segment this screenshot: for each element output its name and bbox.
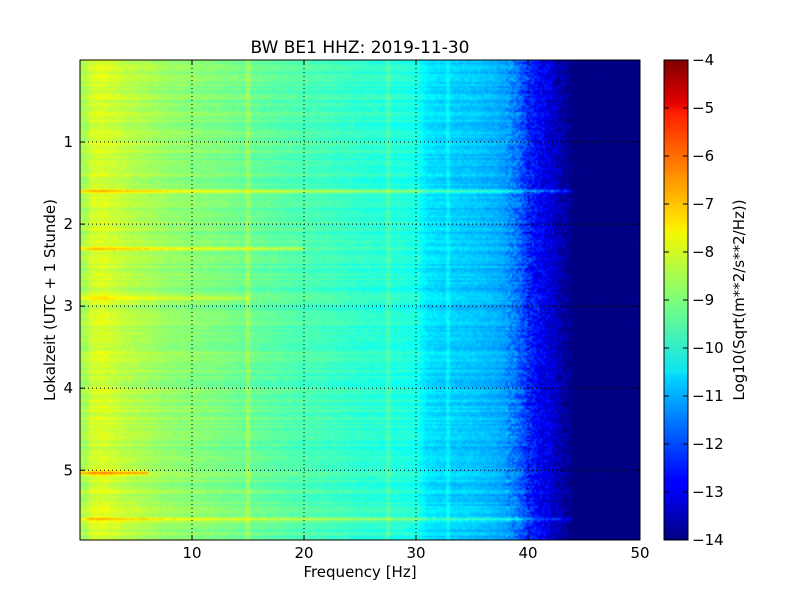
x-tick-label: 50 <box>630 544 649 562</box>
colorbar-tick-label: −13 <box>692 483 724 501</box>
x-tick-label: 10 <box>182 544 201 562</box>
chart-title: BW BE1 HHZ: 2019-11-30 <box>250 38 469 58</box>
colorbar-tick-label: −14 <box>692 531 724 549</box>
x-axis-ticks: 10 20 30 40 50 <box>182 60 650 562</box>
grid-lines <box>80 60 640 540</box>
plot-frame <box>79 59 641 541</box>
colorbar-tick-label: −11 <box>692 387 724 405</box>
y-tick-label: 1 <box>63 133 73 151</box>
y-tick-label: 4 <box>63 379 73 397</box>
x-tick-label: 30 <box>406 544 425 562</box>
colorbar-tick-label: −5 <box>692 99 714 117</box>
y-tick-label: 3 <box>63 297 73 315</box>
x-axis-label: Frequency [Hz] <box>303 563 416 581</box>
colorbar-tick-label: −6 <box>692 147 714 165</box>
colorbar-tick-label: −4 <box>692 51 714 69</box>
colorbar-ticks: −4 −5 −6 −7 −8 −9 −10 −11 −12 −13 −14 <box>664 51 724 549</box>
colorbar-label: Log10(Sqrt(m**2/s**2/Hz)) <box>730 199 748 400</box>
plot-area: 10 20 30 40 50 1 2 3 4 5 <box>63 59 650 562</box>
colorbar-tick-label: −8 <box>692 243 714 261</box>
colorbar-tick-label: −12 <box>692 435 724 453</box>
colorbar-tick-label: −9 <box>692 291 714 309</box>
y-axis-ticks: 1 2 3 4 5 <box>63 133 640 479</box>
y-axis-label: Lokalzeit (UTC + 1 Stunde) <box>41 199 59 401</box>
colorbar: −4 −5 −6 −7 −8 −9 −10 −11 −12 −13 −14 Log10(Sqrt(m… <box>663 51 748 549</box>
x-tick-label: 20 <box>294 544 313 562</box>
colorbar-tick-label: −7 <box>692 195 714 213</box>
colorbar-tick-label: −10 <box>692 339 724 357</box>
heatmap-image <box>80 60 640 540</box>
x-tick-label: 40 <box>518 544 537 562</box>
y-tick-label: 2 <box>63 215 73 233</box>
y-tick-label: 5 <box>63 461 73 479</box>
